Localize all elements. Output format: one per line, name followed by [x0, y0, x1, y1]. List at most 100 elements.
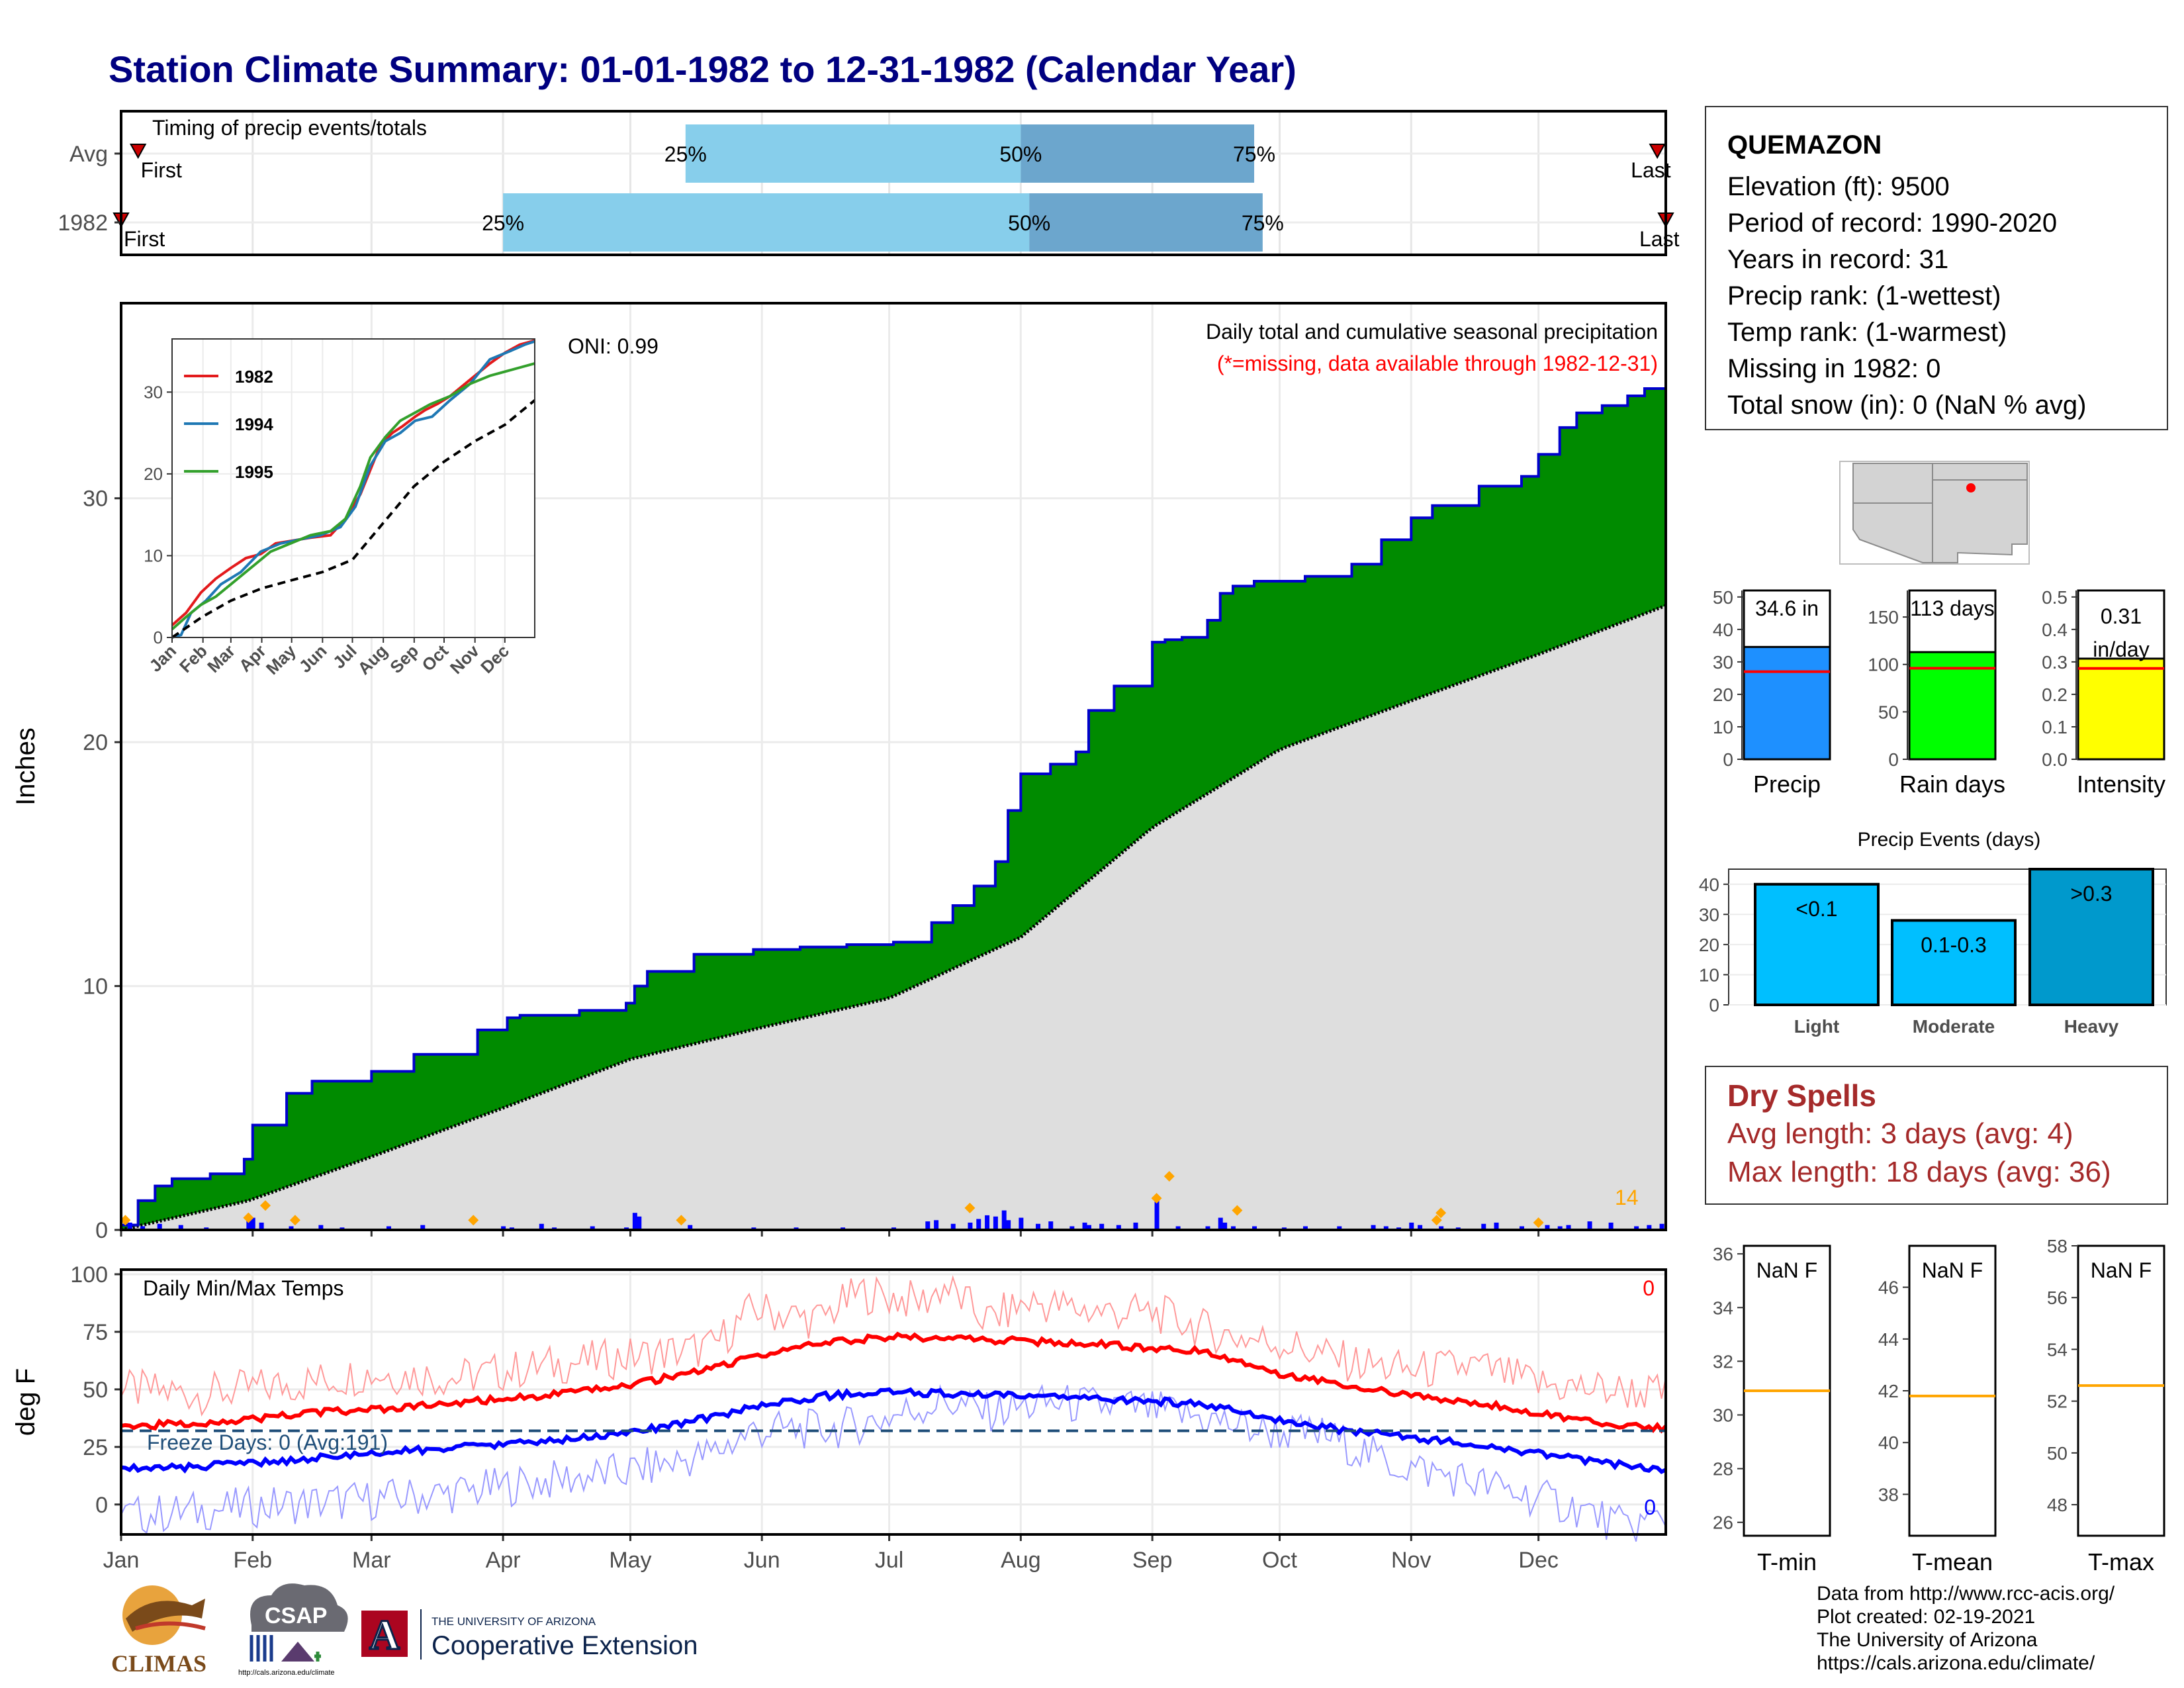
timing-first-marker	[129, 144, 147, 160]
precip-average-area	[121, 605, 1666, 1230]
precip-daily-bar	[501, 1226, 506, 1230]
precip-event-marker	[1232, 1205, 1243, 1216]
precip-event-marker	[468, 1215, 479, 1226]
inset-ytick-label: 0	[154, 628, 163, 647]
precip-event-marker	[243, 1212, 254, 1223]
events-category-label: Moderate	[1913, 1016, 1995, 1037]
precip-event-marker	[676, 1215, 687, 1226]
temps-daily-min-trace	[120, 1383, 1666, 1542]
psum-bar	[1908, 651, 1997, 761]
psum-value-label: 113 days	[1910, 596, 1995, 620]
map-region	[1852, 463, 2028, 563]
inset-series-1994	[171, 340, 535, 639]
station-name: QUEMAZON	[1727, 130, 1882, 160]
precip-daily-bar	[1048, 1221, 1054, 1230]
precip-daily-bar	[1659, 1223, 1664, 1230]
page-title: Station Climate Summary: 01-01-1982 to 1…	[109, 48, 1297, 90]
tsum-ytick-label: 38	[1878, 1484, 1899, 1505]
precip-daily-bar	[1006, 1220, 1011, 1230]
timing-pct-label: 50%	[999, 142, 1042, 166]
precip-daily-bar	[1116, 1225, 1121, 1230]
precip-daily-bar	[1019, 1217, 1024, 1230]
inset-legend-label: 1995	[235, 462, 273, 482]
tsum-ytick-label: 36	[1713, 1244, 1733, 1264]
timing-bar-q1	[503, 193, 1030, 252]
timing-pct-label: 75%	[1242, 211, 1284, 235]
psum-category-label: Precip	[1753, 771, 1821, 798]
timing-bar-q2	[1021, 124, 1255, 183]
precip-ylabel: Inches	[11, 727, 40, 806]
precip-daily-bar	[1099, 1223, 1105, 1230]
precip-daily-bar	[127, 1222, 132, 1230]
events-ytick-label: 40	[1699, 874, 1719, 895]
psum-category-label: Rain days	[1899, 771, 2005, 798]
timing-row-label: Avg	[69, 142, 108, 167]
precip-daily-bar	[590, 1226, 595, 1230]
events-value-label: 0.1-0.3	[1921, 933, 1987, 957]
inset-cumulative-chart: 1982199419950102030JanFebMarAprMayJunJul…	[144, 338, 536, 679]
psum-ytick-label: 0.5	[2042, 587, 2068, 608]
precip-daily-bar	[1218, 1217, 1223, 1230]
precip-daily-bar	[1205, 1226, 1210, 1230]
precip-ytick-label: 20	[83, 730, 108, 755]
events-bar	[1754, 882, 1880, 1007]
tsum-category-label: T-mean	[1912, 1548, 1993, 1575]
events-category-label: Light	[1794, 1016, 1839, 1037]
credit-line: https://cals.arizona.edu/climate/	[1817, 1652, 2095, 1674]
credit-line: Plot created: 02-19-2021	[1817, 1606, 2036, 1628]
dry-spells-avg: Avg length: 3 days (avg: 4)	[1727, 1117, 2073, 1150]
tsum-ytick-label: 44	[1878, 1329, 1899, 1350]
precip-daily-bar	[250, 1217, 255, 1230]
temps-panel-bg	[121, 1270, 1666, 1534]
timing-first-label: First	[141, 158, 182, 182]
dry-spells-max: Max length: 18 days (avg: 36)	[1727, 1156, 2111, 1188]
tsum-ytick-label: 48	[2047, 1495, 2068, 1515]
station-line: Temp rank: (1-warmest)	[1727, 318, 2007, 347]
inset-ytick-label: 20	[144, 464, 163, 484]
precip-count-label: 14	[1615, 1186, 1639, 1209]
inset-bg	[172, 339, 535, 637]
precip-daily-bar	[1036, 1223, 1041, 1230]
temps-title: Daily Min/Max Temps	[143, 1276, 343, 1300]
precip-daily-bar	[1252, 1226, 1257, 1230]
temps-daily-max-trace	[120, 1275, 1666, 1417]
month-label: Feb	[233, 1548, 272, 1573]
events-category-label: Heavy	[2064, 1016, 2119, 1037]
precip-daily-bar	[246, 1220, 251, 1230]
inset-ytick-label: 30	[144, 382, 163, 402]
events-value-label: <0.1	[1796, 897, 1837, 921]
temps-ytick-label: 0	[95, 1493, 108, 1518]
precip-event-marker	[964, 1202, 976, 1213]
temps-avg-max-line	[120, 1331, 1668, 1434]
events-value-label: >0.3	[2070, 882, 2112, 906]
month-label: Apr	[486, 1548, 521, 1573]
timing-chart: 25% 50% 75% First Last Avg 25% 50% 75% First Last 1…	[58, 110, 1680, 256]
credits: Data from http://www.rcc-acis.org/ Plot …	[1817, 1582, 2115, 1675]
precip-daily-bar	[1481, 1223, 1486, 1230]
precip-daily-bar	[968, 1222, 973, 1230]
precip-daily-bar	[985, 1215, 990, 1230]
tsum-ytick-label: 54	[2047, 1339, 2068, 1360]
tsum-category-label: T-min	[1757, 1548, 1817, 1575]
psum-ytick-label: 30	[1713, 652, 1733, 673]
station-line: Period of record: 1990-2020	[1727, 209, 2058, 238]
precip-daily-bar	[950, 1223, 956, 1230]
tsum-value-label: NaN F	[1756, 1258, 1817, 1282]
month-label: Dec	[1518, 1548, 1558, 1573]
map-station-point	[1966, 483, 1976, 492]
psum-ytick-label: 50	[1713, 587, 1733, 608]
psum-ytick-label: 0.3	[2042, 652, 2068, 673]
precip-oni-label: ONI: 0.99	[568, 334, 659, 358]
precip-daily-bar	[934, 1220, 939, 1230]
precip-daily-bar	[1383, 1226, 1388, 1230]
precip-daily-bar	[1069, 1226, 1075, 1230]
events-ytick-label: 20	[1699, 935, 1719, 955]
precip-ytick-label: 0	[95, 1218, 108, 1243]
precip-event-marker	[1431, 1215, 1442, 1226]
precip-daily-bar	[318, 1225, 324, 1230]
precip-daily-bar	[976, 1219, 981, 1230]
tsum-ytick-label: 42	[1878, 1381, 1899, 1401]
precip-ytick-label: 30	[83, 487, 108, 512]
precip-daily-bar	[1519, 1226, 1524, 1230]
station-line: Missing in 1982: 0	[1727, 354, 1941, 383]
